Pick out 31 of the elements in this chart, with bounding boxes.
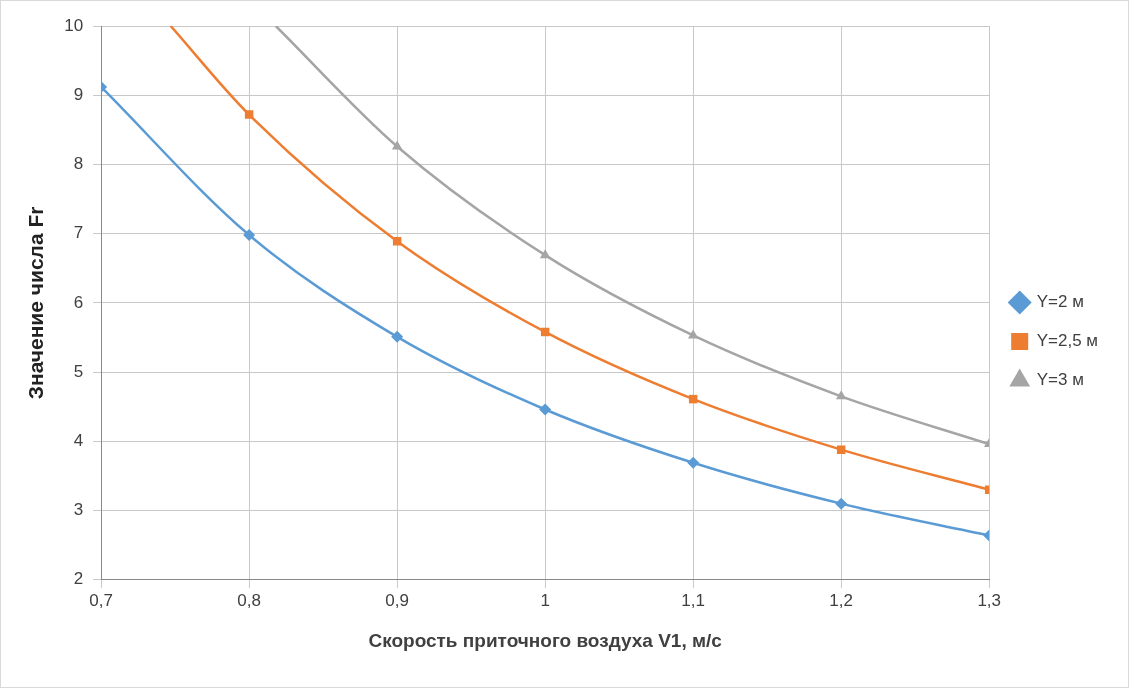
point [539, 403, 552, 416]
legend-label: Y=3 м [1036, 370, 1084, 390]
y-tick-label: 7 [73, 223, 84, 243]
point [836, 445, 846, 454]
x-tick-label: 0,8 [237, 590, 261, 610]
y-tick-label: 4 [73, 431, 84, 451]
x-tick-label: 1,2 [829, 590, 853, 610]
point [539, 249, 551, 259]
y-tick-label: 8 [73, 154, 84, 174]
point [391, 330, 404, 343]
point [244, 110, 254, 119]
point [835, 390, 847, 400]
legend-label: Y=2,5 м [1036, 331, 1098, 351]
y-axis-title: Значение числа Fr [24, 206, 48, 400]
x-tick-label: 0,7 [89, 590, 113, 610]
x-axis-title: Скорость приточного воздуха V1, м/с [368, 629, 723, 651]
legend-label: Y=2 м [1036, 292, 1084, 312]
x-tick-label: 1,3 [977, 590, 1002, 610]
y-tick-label: 2 [73, 569, 84, 589]
x-tick-label: 0,9 [385, 590, 409, 610]
point [392, 237, 402, 246]
y-tick-label: 10 [64, 15, 84, 35]
point [243, 229, 256, 242]
y-tick-label: 3 [73, 500, 84, 520]
x-tick-label: 1 [540, 590, 550, 610]
point [835, 497, 848, 510]
y-tick-label: 6 [73, 292, 84, 312]
y-tick-label: 9 [73, 84, 84, 104]
y-tick-label: 5 [73, 361, 84, 381]
point [687, 456, 700, 469]
x-tick-label: 1,1 [681, 590, 705, 610]
